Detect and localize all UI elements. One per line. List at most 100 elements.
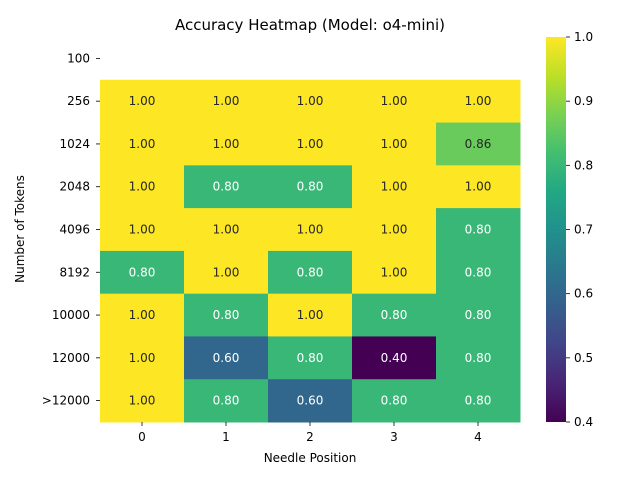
heatmap-cell	[100, 79, 185, 124]
heatmap-cell	[184, 336, 269, 380]
x-tick-label: 3	[390, 430, 398, 444]
cell-value-label: 0.80	[465, 351, 492, 365]
cell-value-label: 1.00	[297, 308, 324, 322]
heatmap-cell	[268, 122, 353, 166]
heatmap-cell	[184, 293, 269, 337]
heatmap-cell	[100, 250, 185, 295]
cell-value-label: 0.80	[297, 351, 324, 365]
cell-value-label: 0.80	[465, 394, 492, 408]
colorbar-tick-label: 1.0	[574, 30, 593, 44]
heatmap-cell	[352, 165, 437, 209]
heatmap-cell	[184, 208, 269, 252]
heatmap-cell	[436, 293, 521, 337]
y-tick-label: 1024	[59, 137, 90, 151]
heatmap-cell	[100, 379, 185, 423]
cell-value-label: 1.00	[129, 308, 156, 322]
cell-value-label: 1.00	[465, 94, 492, 108]
cell-value-label: 0.80	[381, 394, 408, 408]
heatmap-cell	[184, 250, 269, 295]
cell-value-label: 0.80	[465, 265, 492, 279]
y-tick-label: 2048	[59, 180, 90, 194]
heatmap-cell	[100, 208, 185, 252]
cell-value-label: 1.00	[213, 265, 240, 279]
colorbar-tick-label: 0.9	[574, 94, 593, 108]
x-tick-label: 2	[306, 430, 314, 444]
cell-value-label: 1.00	[381, 137, 408, 151]
cell-value-label: 1.00	[465, 180, 492, 194]
cell-value-label: 0.80	[465, 308, 492, 322]
heatmap-cell	[352, 293, 437, 337]
cell-value-label: 0.86	[465, 137, 492, 151]
cell-value-label: 1.00	[297, 223, 324, 237]
heatmap-cell	[436, 122, 521, 166]
colorbar-gradient	[546, 37, 566, 422]
cell-value-label: 0.80	[465, 223, 492, 237]
heatmap-cell	[100, 122, 185, 166]
cell-value-label: 1.00	[129, 394, 156, 408]
cell-value-label: 1.00	[381, 265, 408, 279]
heatmap-cell	[352, 379, 437, 423]
chart-title: Accuracy Heatmap (Model: o4-mini)	[175, 16, 445, 34]
heatmap-cell	[268, 79, 353, 124]
heatmap-cell	[184, 379, 269, 423]
cell-value-label: 0.80	[213, 394, 240, 408]
heatmap-cell	[100, 293, 185, 337]
cell-value-label: 0.80	[213, 180, 240, 194]
x-tick-label: 1	[222, 430, 230, 444]
heatmap-cell	[100, 336, 185, 380]
x-tick-label: 4	[474, 430, 482, 444]
colorbar: 0.4 0.5 0.6 0.7 0.8 0.9 1.0	[546, 30, 593, 429]
heatmap-cell	[352, 208, 437, 252]
cell-value-label: 1.00	[129, 351, 156, 365]
y-tick-label: 4096	[59, 223, 90, 237]
heatmap-cell	[268, 250, 353, 295]
heatmap-cells: 1.00 1.00 1.00 1.00 1.00 1.00 1.00 1.00 1.00 0.86…	[100, 79, 521, 423]
colorbar-tick-label: 0.7	[574, 223, 593, 237]
cell-value-label: 1.00	[381, 94, 408, 108]
colorbar-tick-label: 0.8	[574, 158, 593, 172]
colorbar-tick-label: 0.5	[574, 351, 593, 365]
heatmap-cell	[184, 122, 269, 166]
cell-value-label: 1.00	[213, 94, 240, 108]
x-axis-label: Needle Position	[264, 451, 357, 465]
y-axis-ticks: 100 256 1024 2048 4096 8192 10000 12000 >12000	[42, 51, 100, 408]
cell-value-label: 1.00	[129, 137, 156, 151]
heatmap-cell	[436, 336, 521, 380]
colorbar-tick-label: 0.6	[574, 287, 593, 301]
y-tick-label: 12000	[52, 351, 90, 365]
x-axis-ticks: 0 1 2 3 4	[138, 422, 482, 444]
cell-value-label: 0.80	[129, 265, 156, 279]
y-tick-label: >12000	[42, 394, 90, 408]
y-tick-label: 256	[67, 94, 90, 108]
heatmap-cell	[268, 293, 353, 337]
heatmap-cell	[100, 165, 185, 209]
cell-value-label: 0.60	[297, 394, 324, 408]
cell-value-label: 0.80	[381, 308, 408, 322]
cell-value-label: 0.60	[213, 351, 240, 365]
heatmap-cell	[268, 336, 353, 380]
heatmap-cell	[436, 79, 521, 124]
heatmap-cell	[436, 379, 521, 423]
cell-value-label: 1.00	[381, 223, 408, 237]
cell-value-label: 1.00	[129, 223, 156, 237]
cell-value-label: 0.40	[381, 351, 408, 365]
colorbar-tick-label: 0.4	[574, 415, 593, 429]
heatmap-cell	[184, 79, 269, 124]
heatmap-cell	[268, 165, 353, 209]
y-tick-label: 100	[67, 51, 90, 65]
heatmap-cell	[184, 165, 269, 209]
heatmap-cell	[436, 165, 521, 209]
heatmap-cell	[352, 250, 437, 295]
y-tick-label: 10000	[52, 308, 90, 322]
cell-value-label: 1.00	[297, 94, 324, 108]
heatmap-cell	[436, 250, 521, 295]
heatmap-cell	[268, 208, 353, 252]
cell-value-label: 0.80	[213, 308, 240, 322]
cell-value-label: 1.00	[297, 137, 324, 151]
heatmap-cell	[352, 122, 437, 166]
cell-value-label: 1.00	[213, 137, 240, 151]
heatmap-cell	[352, 79, 437, 124]
heatmap-cell	[352, 336, 437, 380]
heatmap-cell	[268, 379, 353, 423]
